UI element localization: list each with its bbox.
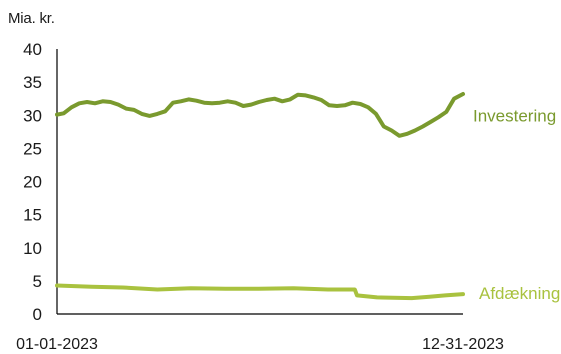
- x-tick-label: 01-01-2023: [16, 336, 98, 353]
- series-label: Afdækning: [479, 284, 560, 303]
- series-lines: [55, 92, 465, 301]
- series-line: [55, 283, 465, 301]
- y-tick-label: 40: [23, 40, 42, 59]
- y-tick-label: 30: [23, 106, 42, 125]
- y-tick-label: 0: [33, 305, 42, 324]
- y-tick-labels: 0 5 10 15 20 25 30 35 40: [23, 40, 42, 324]
- series-labels: Investering Afdækning: [473, 106, 560, 303]
- series-line: [55, 92, 465, 138]
- chart-axes: [56, 49, 463, 315]
- y-tick-label: 20: [23, 173, 42, 192]
- x-tick-label: 12-31-2023: [422, 336, 504, 353]
- x-tick-labels: 01-01-2023 12-31-2023: [16, 336, 504, 353]
- series-label: Investering: [473, 106, 556, 125]
- y-tick-label: 35: [23, 73, 42, 92]
- y-tick-label: 10: [23, 239, 42, 258]
- y-tick-label: 15: [23, 206, 42, 225]
- y-axis-unit-label: Mia. kr.: [8, 10, 55, 27]
- y-tick-label: 25: [23, 139, 42, 158]
- y-tick-label: 5: [33, 272, 42, 291]
